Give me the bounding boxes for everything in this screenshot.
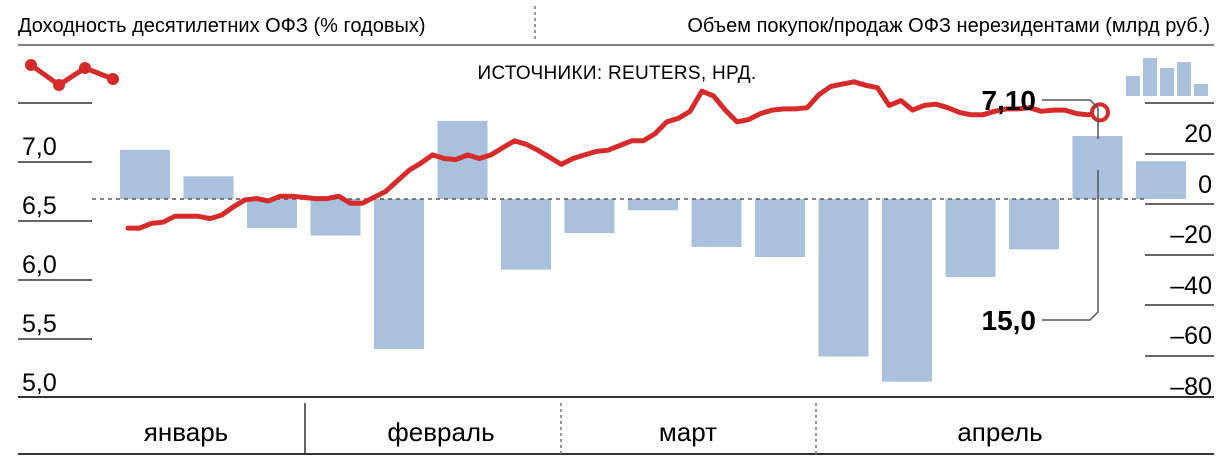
bar: [691, 199, 742, 247]
bar: [1009, 199, 1059, 250]
bar: [564, 199, 615, 233]
left-tick-label: 5,5: [22, 310, 57, 338]
header-right-title: Объем покупок/продаж ОФЗ нерезидентами (…: [687, 15, 1210, 37]
left-tick-label: 6,0: [22, 251, 57, 279]
bar: [120, 149, 170, 199]
bar: [1136, 161, 1186, 199]
month-label-february: февраль: [387, 417, 494, 447]
bar: [755, 199, 805, 257]
yield-line: [125, 79, 1103, 231]
bar: [628, 199, 678, 211]
yield-callout-label: 7,10: [982, 85, 1037, 116]
right-tick-label: 0: [1198, 171, 1212, 199]
left-tick-label: 7,0: [22, 133, 57, 161]
bar: [818, 199, 869, 357]
right-tick-label: –60: [1170, 322, 1212, 350]
left-tick-label: 5,0: [22, 369, 57, 397]
yield-last-point: [1090, 102, 1110, 123]
bar-legend-icon: [1126, 58, 1208, 96]
left-tick-label: 6,5: [22, 192, 57, 220]
right-tick-label: 20: [1184, 120, 1212, 148]
month-label-january: январь: [144, 417, 228, 447]
bar-callout: 15,0: [982, 170, 1099, 336]
bar: [183, 176, 234, 199]
header-left-title: Доходность десятилетних ОФЗ (% годовых): [18, 15, 426, 37]
right-tick-label: –20: [1170, 221, 1212, 249]
right-tick-label: –40: [1170, 272, 1212, 300]
bar: [374, 199, 424, 349]
bar: [945, 199, 996, 278]
line-legend-icon: [25, 59, 119, 91]
source-note: ИСТОЧНИКИ: REUTERS, НРД.: [478, 63, 757, 84]
right-axis: 20 0 –20 –40 –60 –80: [1145, 102, 1214, 401]
bar-callout-label: 15,0: [982, 305, 1037, 336]
yield-callout: 7,10: [982, 85, 1099, 139]
bar: [882, 199, 932, 382]
left-axis: 7,0 6,5 6,0 5,5 5,0: [18, 102, 92, 397]
yield-line-series: [125, 79, 1110, 231]
month-label-march: март: [659, 417, 717, 447]
month-label-april: апрель: [957, 417, 1042, 447]
bar-series: [120, 120, 1186, 382]
bar: [247, 199, 297, 228]
bar: [501, 199, 551, 270]
